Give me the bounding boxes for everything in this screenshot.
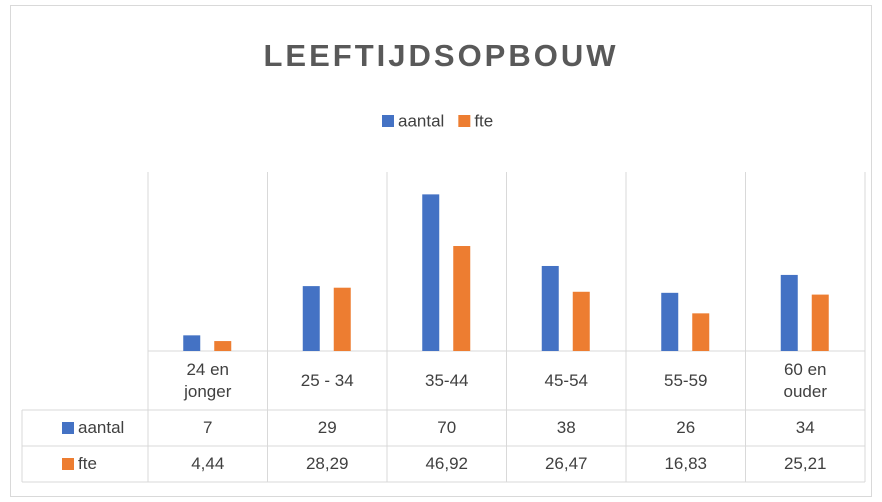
bar bbox=[541, 265, 559, 351]
category-label-text: 25 - 34 bbox=[300, 370, 354, 390]
table-value-text: 26,47 bbox=[544, 454, 588, 473]
table-value: 34 bbox=[746, 410, 866, 446]
row-label-text: fte bbox=[78, 454, 97, 473]
category-label: 35-44 bbox=[387, 351, 507, 410]
table-value-text: 4,44 bbox=[191, 454, 225, 473]
table-value: 4,44 bbox=[148, 446, 268, 482]
category-label-text: 60 en ouder bbox=[783, 359, 827, 401]
table-value: 38 bbox=[507, 410, 627, 446]
table-value-text: 16,83 bbox=[664, 454, 708, 473]
legend-label: fte bbox=[474, 111, 493, 130]
table-value-text: 28,29 bbox=[305, 454, 349, 473]
category-label-text: 45-54 bbox=[544, 370, 588, 390]
table-legend-swatch bbox=[62, 422, 74, 434]
category-label: 55-59 bbox=[626, 351, 746, 410]
category-label: 45-54 bbox=[507, 351, 627, 410]
bar bbox=[183, 335, 201, 351]
row-label-text: aantal bbox=[78, 418, 125, 437]
table-value-text: 70 bbox=[437, 418, 457, 437]
bar bbox=[302, 286, 320, 351]
category-label: 60 en ouder bbox=[746, 351, 866, 410]
bar bbox=[811, 294, 829, 351]
table-legend-swatch bbox=[62, 458, 74, 470]
legend-label: aantal bbox=[398, 111, 444, 130]
bar bbox=[572, 291, 590, 351]
legend-swatch bbox=[458, 115, 471, 127]
bar bbox=[333, 287, 351, 351]
table-value: 25,21 bbox=[746, 446, 866, 482]
row-label: fte bbox=[78, 446, 148, 482]
category-label: 25 - 34 bbox=[268, 351, 388, 410]
category-label-text: 24 en jonger bbox=[184, 359, 232, 401]
bar bbox=[422, 194, 440, 351]
table-value-text: 38 bbox=[556, 418, 576, 437]
bar bbox=[780, 274, 798, 351]
category-label: 24 en jonger bbox=[148, 351, 268, 410]
category-label-text: 55-59 bbox=[664, 370, 708, 390]
bar bbox=[214, 341, 232, 351]
table-value-text: 46,92 bbox=[425, 454, 469, 473]
table-value-text: 34 bbox=[795, 418, 815, 437]
table-value: 28,29 bbox=[268, 446, 388, 482]
bar bbox=[692, 313, 710, 351]
table-value-text: 26 bbox=[676, 418, 696, 437]
table-value: 46,92 bbox=[387, 446, 507, 482]
table-value: 7 bbox=[148, 410, 268, 446]
table-value: 26 bbox=[626, 410, 746, 446]
table-value-text: 25,21 bbox=[783, 454, 827, 473]
table-value: 29 bbox=[268, 410, 388, 446]
legend-swatch bbox=[382, 115, 394, 127]
table-value: 26,47 bbox=[507, 446, 627, 482]
bar bbox=[453, 246, 471, 351]
category-label-text: 35-44 bbox=[425, 370, 469, 390]
table-value: 70 bbox=[387, 410, 507, 446]
row-label: aantal bbox=[78, 410, 148, 446]
table-value: 16,83 bbox=[626, 446, 746, 482]
bar bbox=[661, 292, 679, 351]
table-value-text: 29 bbox=[317, 418, 337, 437]
table-value-text: 7 bbox=[203, 418, 213, 437]
chart-frame bbox=[10, 5, 872, 497]
chart-title: LEEFTIJDSOPBOUW bbox=[263, 38, 618, 73]
